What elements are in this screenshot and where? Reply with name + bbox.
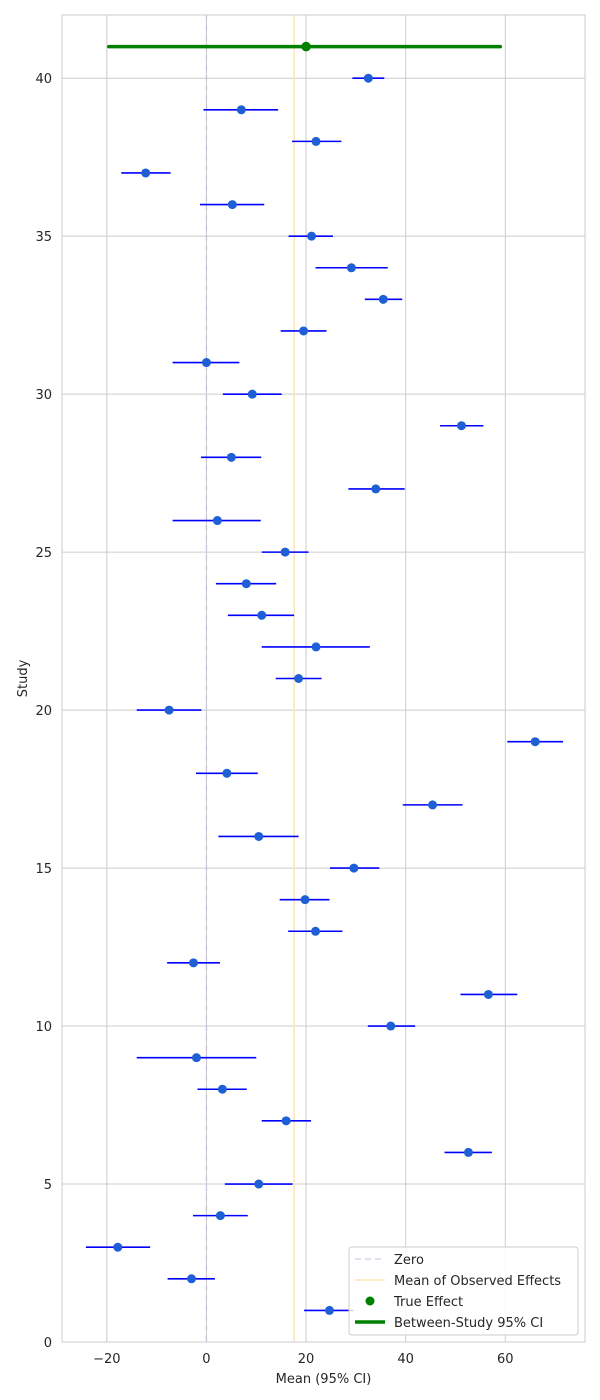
study-point (188, 958, 198, 968)
study-point (456, 421, 466, 431)
y-axis-ticks: 0 5 10 15 20 25 30 35 40 (35, 72, 52, 1351)
study-point (236, 105, 246, 115)
study-point (215, 1211, 225, 1221)
study-point (311, 136, 321, 146)
study-point (530, 737, 540, 747)
y-tick-label: 15 (35, 862, 52, 877)
x-axis-label: Mean (95% CI) (276, 1372, 372, 1387)
study-point (226, 452, 236, 462)
study-point (280, 547, 290, 557)
study-point (371, 484, 381, 494)
study-point (217, 1084, 227, 1094)
y-tick-label: 20 (35, 704, 52, 719)
study-point (164, 705, 174, 715)
study-point (463, 1147, 473, 1157)
y-tick-label: 0 (44, 1336, 52, 1351)
y-tick-label: 25 (35, 546, 52, 561)
study-point (363, 73, 373, 83)
plot-frame (61, 14, 586, 1343)
x-tick-label: −20 (93, 1352, 120, 1367)
y-tick-label: 5 (44, 1178, 52, 1193)
legend: Zero Mean of Observed Effects True Effect B… (348, 1246, 579, 1336)
grid-lines (62, 15, 585, 1343)
study-point (113, 1242, 123, 1252)
y-tick-label: 10 (35, 1020, 52, 1035)
legend-entries: Zero Mean of Observed Effects True Effect B… (355, 1253, 561, 1331)
x-tick-label: 60 (497, 1352, 514, 1367)
study-point (222, 768, 232, 778)
true-effect (107, 41, 503, 52)
study-point (257, 610, 267, 620)
legend-label: Between-Study 95% CI (394, 1316, 543, 1331)
study-point (294, 674, 304, 683)
x-tick-label: 40 (397, 1352, 414, 1367)
study-point (241, 579, 251, 589)
legend-label: Mean of Observed Effects (394, 1274, 561, 1289)
legend-swatch-true-effect (365, 1296, 375, 1306)
y-axis-label: Study (16, 659, 31, 697)
legend-label: True Effect (393, 1295, 463, 1310)
study-point (300, 895, 310, 905)
study-point (281, 1116, 291, 1126)
y-tick-label: 30 (35, 388, 52, 403)
x-tick-label: 0 (202, 1352, 210, 1367)
study-point (346, 263, 356, 273)
y-tick-label: 35 (35, 230, 52, 245)
study-point (254, 1179, 264, 1189)
study-point (378, 294, 388, 304)
study-point (201, 358, 211, 368)
y-tick-label: 40 (35, 72, 52, 87)
study-point (227, 200, 237, 210)
study-point (311, 926, 321, 936)
study-point (386, 1021, 396, 1031)
study-point (483, 989, 493, 999)
study-point (324, 1305, 334, 1315)
x-axis-ticks: −20 0 20 40 60 (93, 1352, 513, 1367)
true-effect-point (301, 41, 311, 52)
study-point (307, 231, 317, 241)
study-point (141, 168, 151, 178)
legend-box (348, 1246, 579, 1336)
study-point (428, 800, 438, 810)
study-point (299, 326, 309, 336)
study-point (187, 1274, 197, 1284)
study-point (349, 863, 359, 873)
legend-label: Zero (394, 1253, 424, 1268)
x-tick-label: 20 (298, 1352, 315, 1367)
study-ci-lines (85, 77, 564, 1312)
study-point (254, 831, 264, 841)
study-point (191, 1053, 201, 1063)
study-point (212, 516, 222, 526)
study-point (247, 389, 257, 399)
study-points (113, 73, 540, 1315)
study-point (311, 642, 321, 652)
